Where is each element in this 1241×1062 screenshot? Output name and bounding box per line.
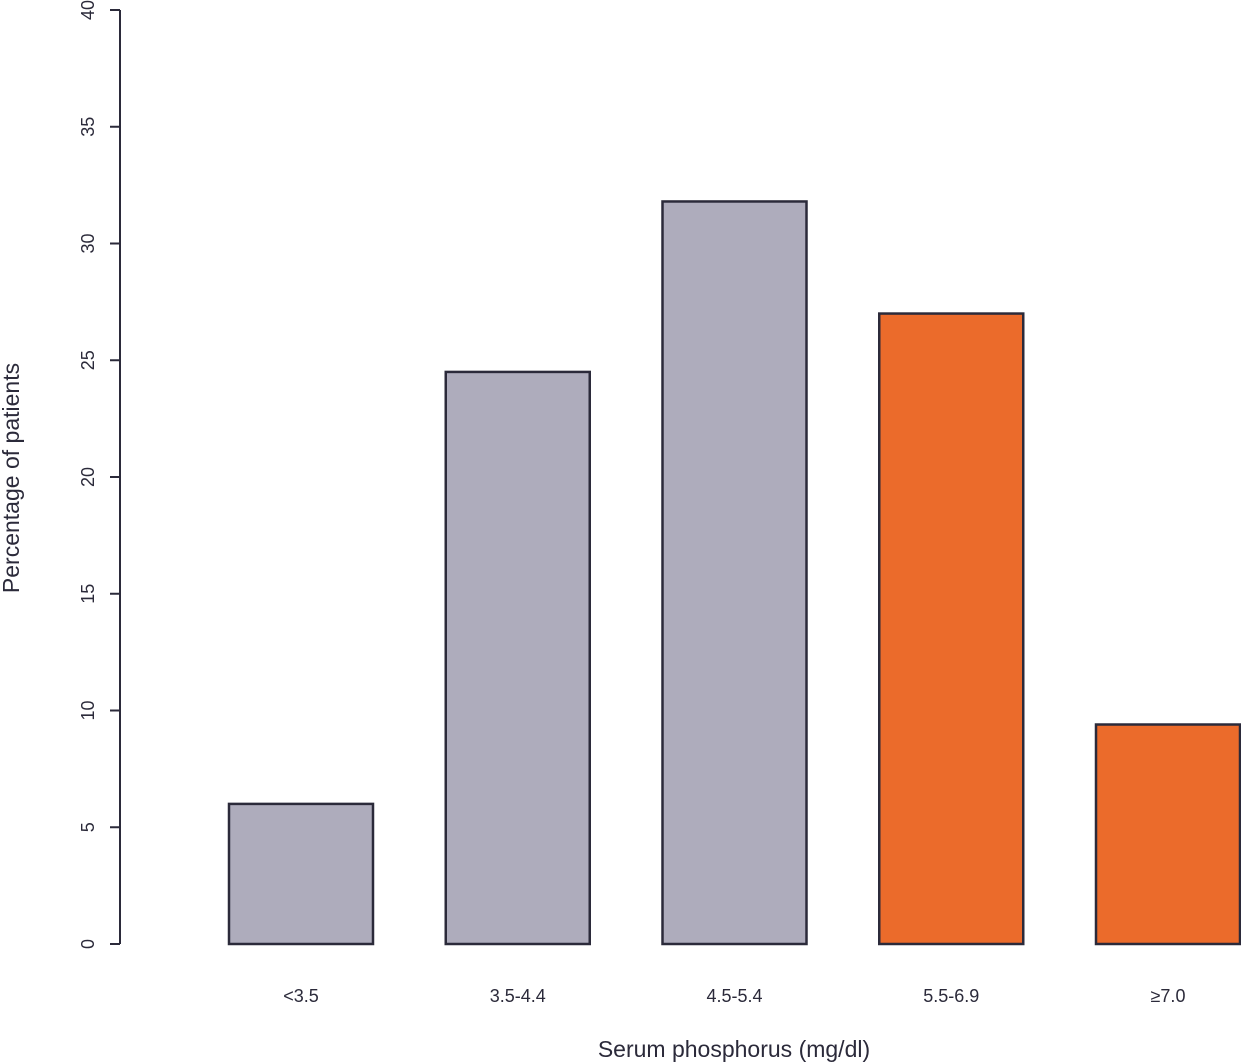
- y-tick-label: 20: [78, 467, 98, 487]
- bars: [227, 200, 1241, 946]
- y-axis: 0 5 10 15 20 25 30 35 40: [78, 0, 121, 949]
- x-axis-title: Serum phosphorus (mg/dl): [598, 1036, 870, 1062]
- x-axis-labels: <3.5 3.5-4.4 4.5-5.4 5.5-6.9 ≥7.0: [283, 986, 1185, 1006]
- y-tick-label: 0: [78, 939, 98, 949]
- bar: [661, 200, 808, 946]
- y-axis-title: Percentage of patients: [0, 363, 24, 593]
- x-tick-label: <3.5: [283, 986, 319, 1006]
- y-tick-label: 30: [78, 233, 98, 253]
- y-tick-label: 15: [78, 584, 98, 604]
- bar: [1094, 723, 1241, 946]
- y-tick-label: 25: [78, 350, 98, 370]
- x-tick-label: ≥7.0: [1151, 986, 1186, 1006]
- bar: [444, 370, 591, 946]
- y-tick-label: 10: [78, 700, 98, 720]
- x-tick-label: 4.5-5.4: [706, 986, 762, 1006]
- y-tick-label: 40: [78, 0, 98, 20]
- bar: [878, 312, 1025, 946]
- x-tick-label: 3.5-4.4: [490, 986, 546, 1006]
- x-tick-label: 5.5-6.9: [923, 986, 979, 1006]
- bar: [227, 802, 375, 946]
- y-tick-label: 5: [78, 822, 98, 832]
- y-tick-label: 35: [78, 117, 98, 137]
